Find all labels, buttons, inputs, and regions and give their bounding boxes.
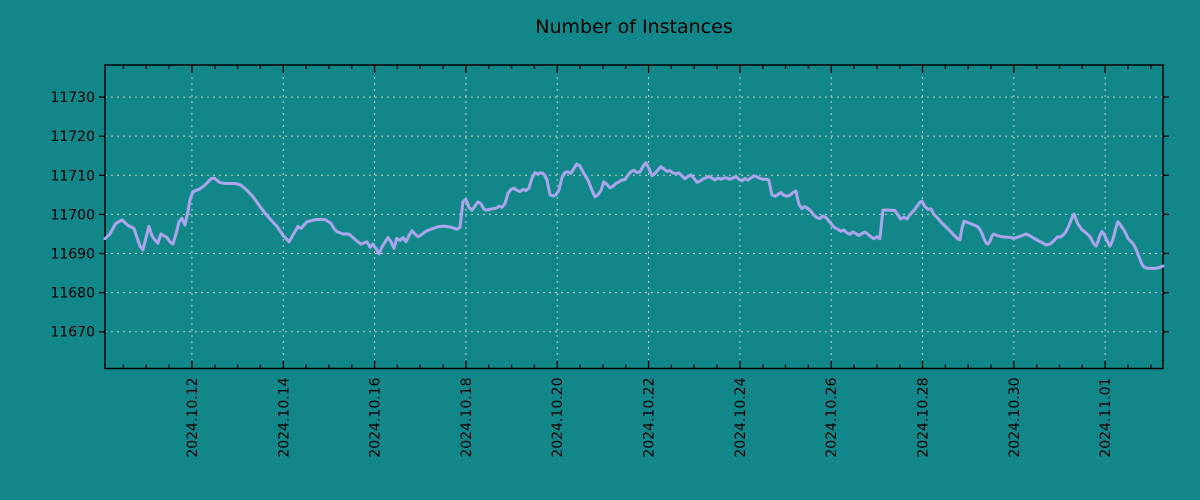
y-tick-label: 11680 <box>50 286 95 302</box>
y-tick-label: 11690 <box>50 247 95 263</box>
x-tick-label: 2024.10.14 <box>276 377 292 457</box>
y-tick-label: 11700 <box>50 207 95 223</box>
x-tick-label: 2024.11.01 <box>1098 378 1114 458</box>
x-tick-label: 2024.10.12 <box>185 378 201 458</box>
x-tick-label: 2024.10.16 <box>368 377 384 457</box>
x-tick-label: 2024.10.28 <box>916 378 932 458</box>
x-tick-label: 2024.10.30 <box>1007 378 1023 458</box>
x-tick-label: 2024.10.22 <box>642 378 658 458</box>
y-tick-label: 11720 <box>50 129 95 145</box>
y-tick-label: 11670 <box>50 325 95 341</box>
x-tick-label: 2024.10.26 <box>824 377 840 457</box>
x-tick-label: 2024.10.24 <box>733 377 749 457</box>
plot-border <box>104 64 1164 370</box>
y-tick-label: 11710 <box>50 168 95 184</box>
chart-title: Number of Instances <box>535 16 733 38</box>
series-line <box>103 161 1165 270</box>
y-tick-label: 11730 <box>50 90 95 106</box>
x-tick-label: 2024.10.20 <box>550 378 566 458</box>
x-tick-label: 2024.10.18 <box>459 378 475 458</box>
